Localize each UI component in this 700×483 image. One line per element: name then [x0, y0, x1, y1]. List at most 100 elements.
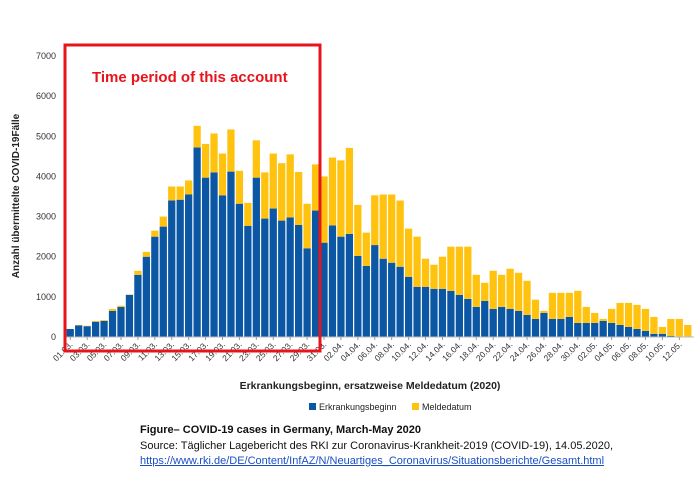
- bar-erkrankungsbeginn: [489, 308, 497, 337]
- bar-erkrankungsbeginn: [362, 265, 370, 337]
- bar-erkrankungsbeginn: [286, 217, 294, 337]
- bar-meldedatum: [227, 129, 235, 172]
- bar-meldedatum: [91, 320, 100, 322]
- bar-erkrankungsbeginn: [295, 225, 303, 337]
- bar-meldedatum: [328, 157, 337, 226]
- bar-erkrankungsbeginn: [261, 218, 269, 337]
- bar-meldedatum: [650, 316, 658, 334]
- bar-erkrankungsbeginn: [514, 310, 523, 337]
- bar-erkrankungsbeginn: [616, 324, 624, 337]
- y-tick-label: 6000: [36, 91, 56, 101]
- bar-erkrankungsbeginn: [481, 300, 489, 337]
- bar-meldedatum: [591, 312, 599, 323]
- bar-erkrankungsbeginn: [548, 318, 557, 337]
- bar-erkrankungsbeginn: [125, 294, 134, 337]
- bar-erkrankungsbeginn: [100, 320, 108, 337]
- bar-erkrankungsbeginn: [83, 326, 91, 337]
- annotation-text: Time period of this account: [92, 69, 288, 86]
- bar-erkrankungsbeginn: [624, 326, 633, 337]
- bar-meldedatum: [430, 264, 438, 289]
- y-tick-label: 7000: [36, 51, 56, 61]
- bar-erkrankungsbeginn: [582, 322, 590, 337]
- bar-meldedatum: [252, 140, 260, 178]
- bar-erkrankungsbeginn: [650, 333, 658, 337]
- bar-erkrankungsbeginn: [134, 274, 142, 337]
- highlight-box: [63, 43, 322, 353]
- bar-erkrankungsbeginn: [66, 328, 74, 337]
- bar-erkrankungsbeginn: [574, 322, 582, 337]
- y-tick-label: 4000: [36, 171, 56, 181]
- bar-meldedatum: [684, 324, 692, 337]
- bar-erkrankungsbeginn: [117, 306, 125, 337]
- bar-meldedatum: [159, 216, 167, 227]
- bar-meldedatum: [168, 186, 176, 201]
- figure-caption-title: Figure– COVID-19 cases in Germany, March…: [140, 424, 422, 436]
- bar-erkrankungsbeginn: [168, 200, 176, 337]
- bar-meldedatum: [523, 280, 531, 315]
- bar-meldedatum: [108, 308, 117, 311]
- bar-erkrankungsbeginn: [244, 225, 252, 337]
- bar-meldedatum: [498, 274, 506, 307]
- bar-meldedatum: [447, 246, 455, 291]
- bar-meldedatum: [438, 256, 447, 289]
- bar-meldedatum: [658, 326, 667, 334]
- bar-erkrankungsbeginn: [379, 258, 387, 337]
- bar-erkrankungsbeginn: [252, 177, 260, 337]
- bar-meldedatum: [379, 194, 387, 259]
- bar-meldedatum: [235, 170, 244, 204]
- bar-meldedatum: [472, 274, 480, 307]
- source-link[interactable]: https://www.rki.de/DE/Content/InfAZ/N/Ne…: [140, 455, 605, 467]
- legend: Erkrankungsbeginn Meldedatum: [309, 402, 472, 412]
- bar-meldedatum: [641, 308, 650, 331]
- bar-erkrankungsbeginn: [388, 262, 396, 337]
- bar-meldedatum: [311, 164, 320, 211]
- bar-meldedatum: [362, 232, 370, 266]
- bar-meldedatum: [540, 310, 548, 313]
- bar-meldedatum: [616, 302, 624, 325]
- bar-meldedatum: [218, 153, 227, 196]
- bar-erkrankungsbeginn: [75, 325, 83, 337]
- y-tick-label: 5000: [36, 131, 56, 141]
- bar-meldedatum: [371, 195, 379, 246]
- bar-meldedatum: [506, 268, 514, 309]
- bar-erkrankungsbeginn: [557, 318, 565, 337]
- bar-meldedatum: [117, 305, 125, 307]
- bar-meldedatum: [151, 230, 159, 237]
- bar-meldedatum: [557, 292, 565, 319]
- bar-meldedatum: [261, 172, 269, 219]
- bar-meldedatum: [320, 176, 328, 243]
- bar-erkrankungsbeginn: [227, 171, 235, 337]
- bar-erkrankungsbeginn: [235, 203, 244, 337]
- bar-meldedatum: [100, 320, 108, 321]
- bar-erkrankungsbeginn: [269, 208, 277, 337]
- bar-erkrankungsbeginn: [201, 177, 210, 337]
- bar-meldedatum: [193, 125, 201, 148]
- bar-erkrankungsbeginn: [337, 236, 345, 337]
- bar-erkrankungsbeginn: [591, 322, 599, 337]
- bar-erkrankungsbeginn: [185, 194, 193, 337]
- bar-erkrankungsbeginn: [608, 322, 616, 337]
- bar-meldedatum: [201, 143, 210, 178]
- bar-erkrankungsbeginn: [303, 248, 311, 337]
- bar-meldedatum: [176, 186, 184, 200]
- bar-erkrankungsbeginn: [565, 316, 573, 337]
- bar-meldedatum: [582, 306, 590, 323]
- bar-meldedatum: [531, 299, 540, 319]
- bar-meldedatum: [286, 154, 294, 218]
- bar-meldedatum: [185, 180, 193, 195]
- bar-erkrankungsbeginn: [472, 306, 480, 337]
- bar-meldedatum: [481, 282, 489, 301]
- figure-caption-source: Source: Täglicher Lagebericht des RKI zu…: [140, 440, 614, 452]
- bar-erkrankungsbeginn: [108, 310, 117, 337]
- bar-meldedatum: [404, 228, 413, 277]
- y-axis-title: Anzahl übermittelte COVID-19Fälle: [11, 113, 22, 278]
- bar-meldedatum: [608, 308, 616, 323]
- bar-erkrankungsbeginn: [142, 256, 150, 337]
- bar-meldedatum: [421, 258, 430, 287]
- legend-label-erkrankungsbeginn: Erkrankungsbeginn: [319, 402, 397, 412]
- bar-erkrankungsbeginn: [320, 242, 328, 337]
- bar-erkrankungsbeginn: [540, 312, 548, 337]
- bar-meldedatum: [489, 270, 497, 309]
